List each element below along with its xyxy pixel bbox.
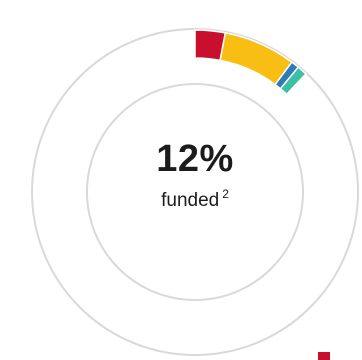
inner-ring-outline xyxy=(86,83,304,301)
funded-percentage: 12% xyxy=(156,138,234,180)
funded-label-row: funded 2 xyxy=(95,188,295,210)
donut-slice-4 xyxy=(279,66,307,96)
donut-slices xyxy=(194,29,307,96)
funded-label: funded xyxy=(161,190,220,211)
legend-swatch xyxy=(318,352,330,360)
footnote-marker: 2 xyxy=(222,187,229,201)
center-summary: 12% funded 2 xyxy=(95,140,295,210)
outer-ring-outline xyxy=(31,28,359,356)
